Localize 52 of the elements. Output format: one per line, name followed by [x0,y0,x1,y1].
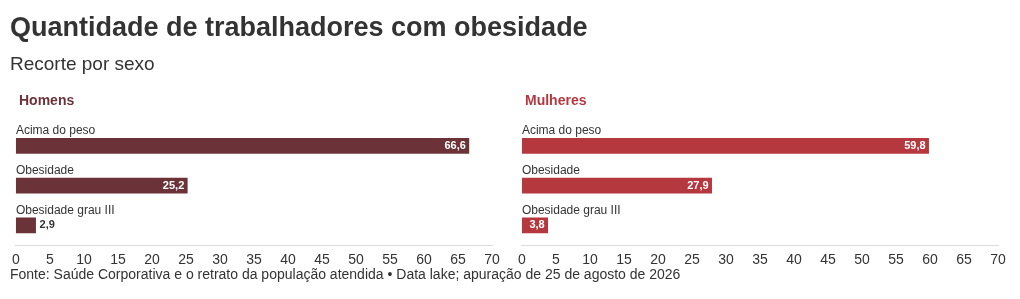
text: Quantidade de trabalhadores com obesidade [10,12,588,43]
x-tick-label: 5 [46,251,54,268]
x-tick-label: 45 [820,251,836,268]
category-label: Obesidade grau III [521,202,621,217]
x-tick-label: 55 [382,251,398,268]
x-tick-label: 25 [684,251,700,268]
x-tick-label: 70 [484,251,500,268]
category-label: Obesidade [521,162,580,177]
bar [15,217,36,234]
x-tick-label: 15 [616,251,632,268]
data-label: 25,2 [162,178,185,191]
category-label: Acima do peso [521,123,602,138]
bar [521,138,929,154]
x-tick-label: 40 [280,251,296,268]
bar [15,138,470,154]
x-tick-label: 60 [922,251,938,268]
category-label: Obesidade grau III [15,202,115,217]
x-tick-label: 35 [246,251,262,268]
x-tick-label: 10 [582,251,598,268]
x-tick-label: 25 [178,251,194,268]
x-tick-label: 50 [348,251,364,268]
data-label: 2,9 [39,218,55,231]
category-label: Obesidade [15,162,74,177]
x-tick-label: 40 [786,251,802,268]
data-label: 59,8 [904,138,926,151]
data-label: 3,8 [529,218,545,231]
x-tick-label: 70 [990,251,1006,268]
text: Recorte por sexo [10,53,155,75]
data-label: 27,9 [687,178,709,191]
chart-title: Homens [19,92,76,110]
x-tick-label: 60 [416,251,432,268]
x-tick-label: 30 [718,251,734,268]
x-tick-label: 5 [552,251,560,268]
x-tick-label: 55 [888,251,904,268]
source-note: Fonte: Saúde Corporativa e o retrato da população atendida • Data lake; apuração de 25 de agosto de 2026 [10,266,681,282]
x-tick-label: 0 [11,251,20,268]
x-tick-label: 10 [76,251,92,268]
data-label: 66,6 [444,138,466,151]
x-tick-label: 20 [144,251,160,268]
x-tick-label: 0 [517,251,526,268]
x-tick-label: 20 [650,251,666,268]
x-tick-label: 15 [110,251,126,268]
x-tick-label: 30 [212,251,228,268]
category-label: Acima do peso [15,123,96,138]
chart-title: Mulheres [525,92,588,110]
x-tick-label: 45 [314,251,330,268]
x-tick-label: 35 [752,251,768,268]
x-tick-label: 65 [956,251,972,268]
x-tick-label: 65 [450,251,466,268]
x-tick-label: 50 [854,251,870,268]
bar [521,177,712,194]
bar [15,177,188,194]
